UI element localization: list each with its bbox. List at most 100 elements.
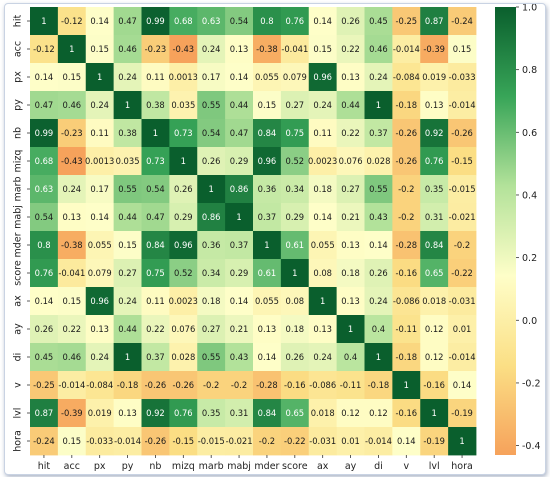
cell-value-label: 0.15: [90, 44, 109, 54]
cell-value-label: -0.16: [395, 268, 417, 278]
cell-value-label: -0.15: [172, 436, 194, 446]
cell-value-label: 0.14: [397, 436, 416, 446]
heatmap-cell: [420, 147, 449, 176]
cell-value-label: -0.021: [449, 212, 476, 222]
heatmap-cell: [420, 259, 449, 288]
cell-value-label: 0.13: [313, 324, 332, 334]
cell-value-label: 1: [236, 212, 241, 222]
heatmap-cell: [308, 371, 338, 400]
heatmap-cell: [336, 147, 365, 176]
heatmap-cell: [141, 259, 170, 288]
heatmap-cell: [336, 315, 365, 344]
cell-value-label: 0.26: [202, 156, 221, 166]
cell-value-label: 0.47: [35, 100, 54, 110]
colorbar: 1.0 0.8 0.6 0.4 0.2 0.0 -0.2 -0.4: [495, 4, 541, 455]
cell-value-label: 0.15: [313, 44, 332, 54]
heatmap-cell: [364, 175, 393, 204]
cell-value-label: -0.24: [33, 436, 55, 446]
cell-value-label: 0.36: [202, 240, 221, 250]
cell-value-label: 0.68: [174, 16, 193, 26]
x-tick-label: acc: [64, 461, 80, 472]
cell-value-label: -0.033: [449, 72, 476, 82]
heatmap-cell: [85, 91, 115, 120]
heatmap-cell: [420, 315, 449, 344]
cell-value-label: 0.76: [174, 408, 193, 418]
cell-value-label: 0.29: [174, 212, 193, 222]
cell-value-label: 0.26: [35, 324, 54, 334]
cell-value-label: 1: [376, 352, 381, 362]
heatmap-cell: [197, 35, 226, 64]
cell-value-label: -0.26: [395, 128, 417, 138]
y-tick-label: px: [13, 71, 24, 83]
heatmap-cell: [169, 259, 198, 288]
cell-value-label: 0.61: [258, 268, 277, 278]
heatmap-cell: [336, 287, 365, 316]
cell-value-label: 0.46: [118, 44, 137, 54]
cell-value-label: -0.39: [61, 408, 83, 418]
heatmap-cell: [253, 91, 282, 120]
heatmap-cell: [197, 91, 226, 120]
heatmap-cell: [308, 63, 338, 92]
cell-value-label: 0.35: [202, 408, 221, 418]
heatmap-cell: [336, 343, 365, 372]
heatmap-cell: [253, 399, 282, 428]
cell-value-label: 0.12: [341, 408, 360, 418]
cell-value-label: 1: [432, 408, 437, 418]
y-tick-label: ay: [13, 323, 24, 335]
heatmap-cell: [448, 63, 477, 92]
y-tick-label: mizq: [13, 150, 24, 173]
cell-value-label: -0.16: [395, 408, 417, 418]
cell-value-label: 0.13: [62, 212, 81, 222]
heatmap-cell: [448, 7, 477, 36]
heatmap-cell: [280, 259, 310, 288]
cell-value-label: 0.24: [90, 352, 109, 362]
heatmap-cell: [420, 35, 449, 64]
cell-value-label: -0.26: [451, 128, 473, 138]
cell-value-label: 1: [376, 100, 381, 110]
cell-value-label: 0.22: [341, 128, 360, 138]
cell-value-label: 0.45: [369, 16, 388, 26]
cell-value-label: 0.13: [90, 324, 109, 334]
cell-value-label: 0.019: [88, 408, 112, 418]
cell-value-label: 0.24: [90, 100, 109, 110]
cell-value-label: 0.13: [341, 72, 360, 82]
cell-value-label: -0.18: [395, 100, 417, 110]
heatmap-cell: [280, 119, 310, 148]
y-tick-label: v: [13, 382, 24, 388]
heatmap-cell: [448, 175, 477, 204]
heatmap-cell: [308, 175, 338, 204]
heatmap-cell: [57, 371, 87, 400]
heatmap-cell: [280, 315, 310, 344]
heatmap-cell: [448, 287, 477, 316]
cell-value-label: 0.035: [116, 156, 140, 166]
cell-value-label: 1: [41, 16, 46, 26]
cell-value-label: 0.13: [341, 240, 360, 250]
cell-value-label: -0.031: [449, 296, 476, 306]
heatmap-cell: [392, 119, 421, 148]
heatmap-cell: [30, 147, 59, 176]
heatmap-cell: [448, 371, 477, 400]
colorbar-tick-label: 0.4: [522, 190, 537, 201]
colorbar-tick-label: -0.2: [522, 378, 541, 389]
x-tick-label: hora: [451, 461, 473, 472]
cell-value-label: 0.27: [202, 324, 221, 334]
cell-value-label: 0.11: [313, 128, 332, 138]
cell-value-label: -0.22: [284, 436, 306, 446]
cell-value-label: 0.34: [202, 268, 221, 278]
heatmap-cell: [30, 399, 59, 428]
heatmap-cell: [113, 35, 142, 64]
colorbar-tick-label: 0.6: [522, 128, 537, 139]
cell-value-label: 0.13: [230, 44, 249, 54]
heatmap-cell: [30, 231, 59, 260]
heatmap-cell: [169, 91, 198, 120]
cell-value-label: 0.46: [62, 100, 81, 110]
cell-value-label: -0.11: [395, 324, 417, 334]
cell-value-label: -0.12: [61, 16, 83, 26]
cell-value-label: -0.18: [368, 380, 390, 390]
cell-value-label: -0.2: [454, 240, 470, 250]
heatmap-cell: [30, 91, 59, 120]
cell-value-label: -0.084: [393, 72, 420, 82]
heatmap-cell: [308, 119, 338, 148]
cell-value-label: -0.43: [61, 156, 83, 166]
y-tick-label: mder: [13, 232, 24, 257]
